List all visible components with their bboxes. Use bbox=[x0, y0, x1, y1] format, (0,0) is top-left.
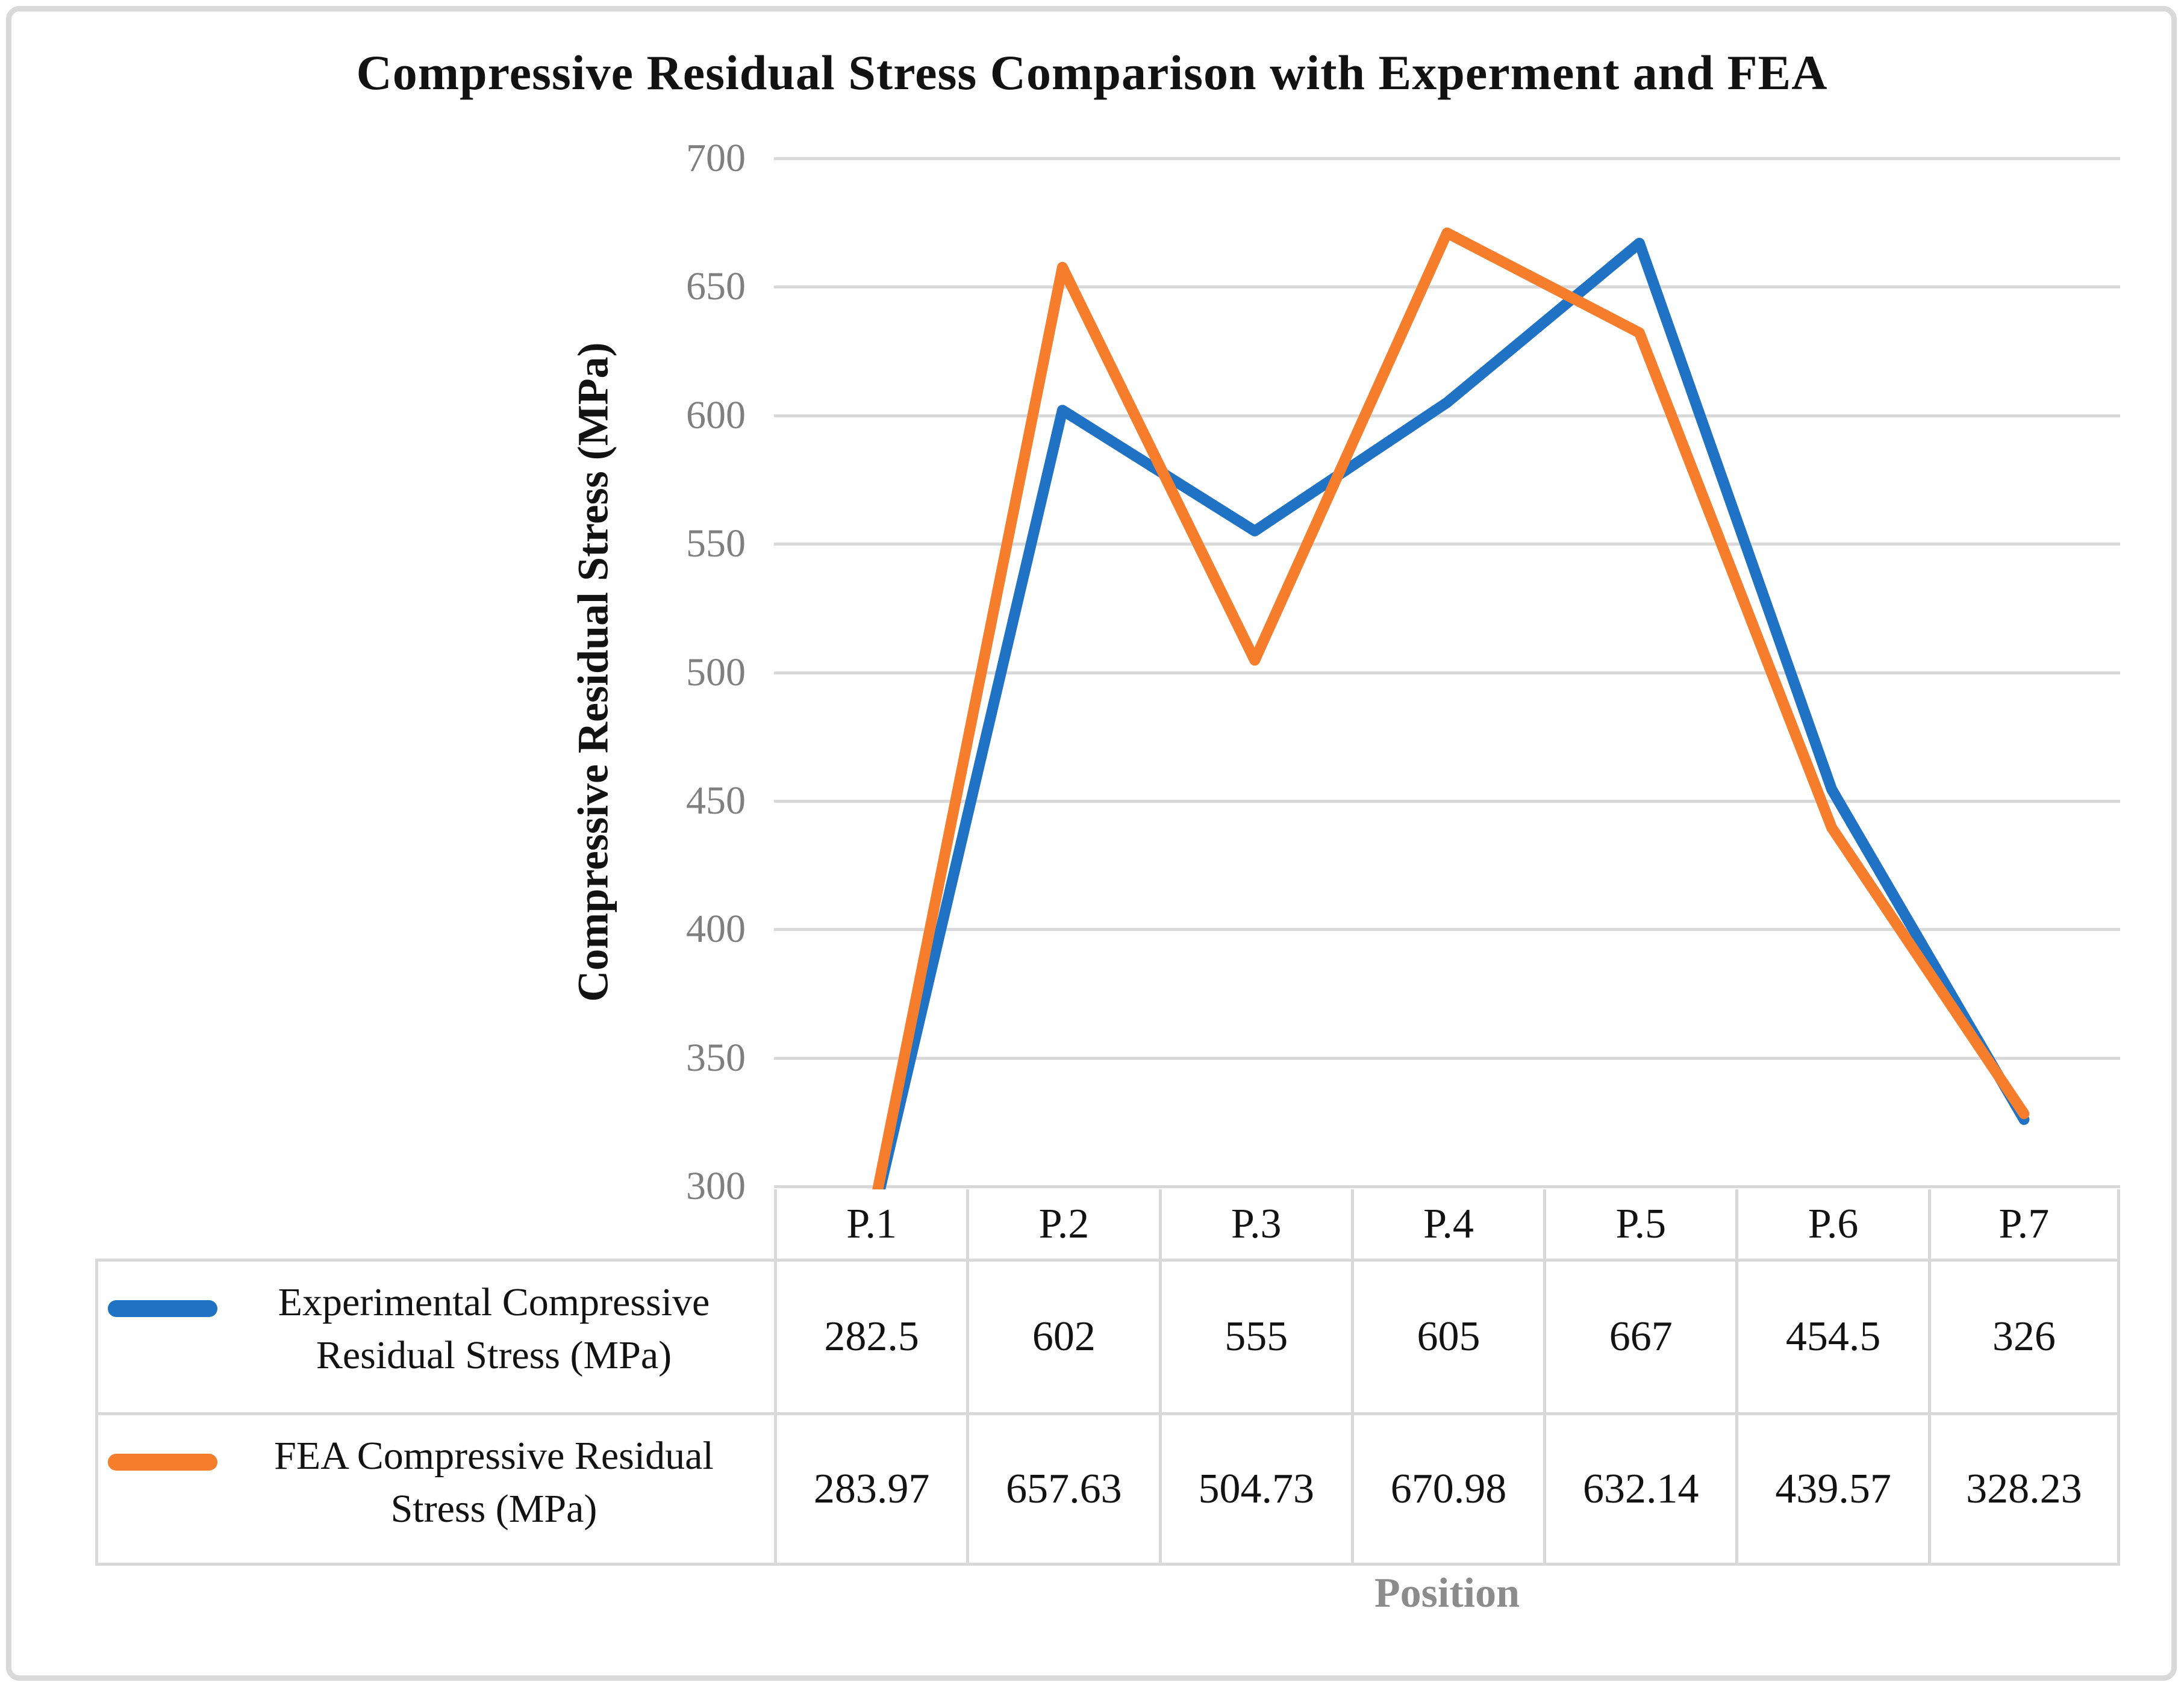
gridline bbox=[774, 543, 2120, 546]
fea-line-swatch bbox=[108, 1454, 217, 1471]
table-value-cell: 283.97 bbox=[774, 1415, 966, 1563]
category-header-cell: P.7 bbox=[1927, 1189, 2120, 1259]
table-value-cell: 328.23 bbox=[1927, 1415, 2120, 1563]
table-value-cell: 555 bbox=[1158, 1262, 1351, 1412]
table-value-cell: 670.98 bbox=[1350, 1415, 1543, 1563]
table-value-cell: 667 bbox=[1543, 1262, 1735, 1412]
y-tick-label: 450 bbox=[686, 778, 746, 823]
gridline bbox=[774, 157, 2120, 160]
table-value-cell: 326 bbox=[1927, 1262, 2120, 1412]
gridline bbox=[774, 928, 2120, 932]
gridline bbox=[774, 799, 2120, 803]
gridline bbox=[774, 285, 2120, 289]
y-tick-label: 350 bbox=[686, 1035, 746, 1080]
category-header-cell: P.6 bbox=[1735, 1189, 1927, 1259]
table-value-cell: 504.73 bbox=[1158, 1415, 1351, 1563]
line-plot bbox=[870, 227, 2030, 1195]
table-value-cell: 454.5 bbox=[1735, 1262, 1927, 1412]
legend-fea-label: FEA Compressive Residual Stress (MPa) bbox=[274, 1434, 714, 1531]
y-tick-label: 700 bbox=[686, 136, 746, 180]
table-row-experimental: Experimental Compressive Residual Stress… bbox=[95, 1259, 2120, 1412]
table-row-fea: FEA Compressive Residual Stress (MPa) 28… bbox=[95, 1412, 2120, 1566]
category-header-cell: P.1 bbox=[774, 1189, 966, 1259]
gridline bbox=[774, 414, 2120, 417]
table-value-cell: 605 bbox=[1350, 1262, 1543, 1412]
table-value-cell: 439.57 bbox=[1735, 1415, 1927, 1563]
table-value-cell: 602 bbox=[966, 1262, 1158, 1412]
fea-series-line[interactable] bbox=[870, 227, 2030, 1195]
category-header-cell: P.5 bbox=[1543, 1189, 1735, 1259]
x-axis-title: Position bbox=[1374, 1570, 1520, 1616]
category-header-cell: P.2 bbox=[966, 1189, 1158, 1259]
legend-experimental[interactable]: Experimental Compressive Residual Stress… bbox=[95, 1262, 774, 1412]
experimental-line-swatch bbox=[108, 1300, 217, 1317]
category-header-row: P.1 P.2 P.3 P.4 P.5 P.6 P.7 bbox=[774, 1189, 2120, 1259]
gridline bbox=[774, 1056, 2120, 1060]
y-tick-label: 500 bbox=[686, 650, 746, 694]
experimental-series-line[interactable] bbox=[870, 237, 2030, 1195]
y-tick-label: 600 bbox=[686, 393, 746, 437]
legend-fea[interactable]: FEA Compressive Residual Stress (MPa) bbox=[95, 1415, 774, 1563]
category-header-cell: P.3 bbox=[1158, 1189, 1351, 1259]
y-tick-label: 400 bbox=[686, 907, 746, 951]
y-tick-label: 550 bbox=[686, 522, 746, 566]
table-value-cell: 657.63 bbox=[966, 1415, 1158, 1563]
category-header-cell: P.4 bbox=[1350, 1189, 1543, 1259]
legend-experimental-label: Experimental Compressive Residual Stress… bbox=[278, 1280, 710, 1377]
gridline bbox=[774, 1185, 2120, 1188]
chart-title: Compressive Residual Stress Comparison w… bbox=[356, 45, 1828, 100]
table-value-cell: 282.5 bbox=[774, 1262, 966, 1412]
y-tick-label: 650 bbox=[686, 264, 746, 309]
y-tick-label: 300 bbox=[686, 1164, 746, 1208]
gridline bbox=[774, 671, 2120, 674]
table-value-cell: 632.14 bbox=[1543, 1415, 1735, 1563]
